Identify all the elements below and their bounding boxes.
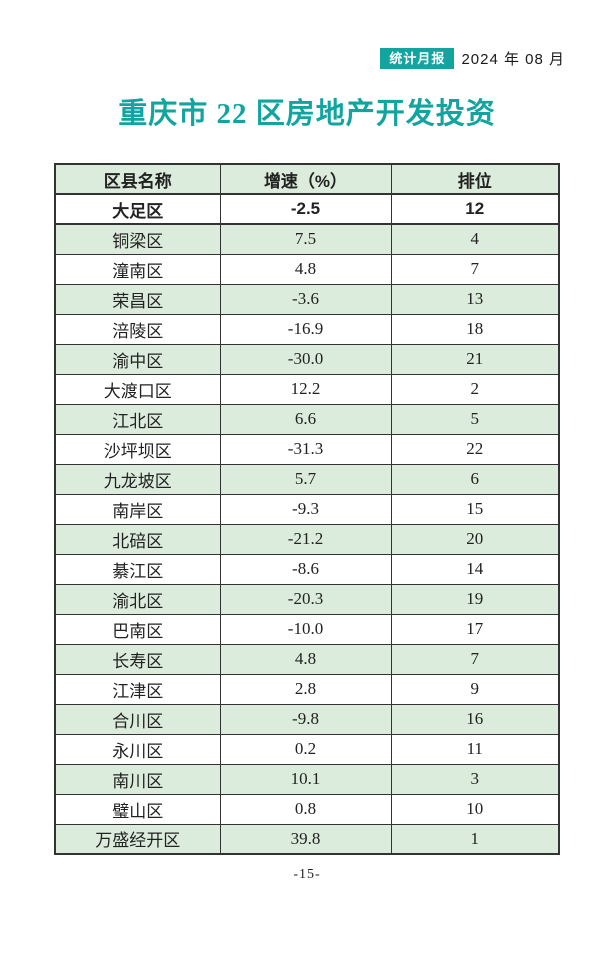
page-title: 重庆市 22 区房地产开发投资 — [118, 98, 496, 130]
rank-cell: 22 — [390, 433, 560, 465]
table-row: 南岸区 -9.3 15 — [54, 493, 560, 525]
rank-cell: 12 — [390, 193, 560, 225]
rank-cell: 20 — [390, 523, 560, 555]
growth-cell: 39.8 — [219, 823, 392, 855]
table-row: 渝中区 -30.0 21 — [54, 343, 560, 375]
rank-cell: 21 — [390, 343, 560, 375]
district-cell: 璧山区 — [54, 793, 221, 825]
growth-cell: -16.9 — [219, 313, 392, 345]
district-cell: 铜梁区 — [54, 223, 221, 255]
rank-cell: 14 — [390, 553, 560, 585]
growth-cell: -30.0 — [219, 343, 392, 375]
rank-cell: 2 — [390, 373, 560, 405]
district-cell: 巴南区 — [54, 613, 221, 645]
rank-cell: 1 — [390, 823, 560, 855]
page-number: -15- — [293, 867, 321, 882]
rank-cell: 17 — [390, 613, 560, 645]
district-cell: 南岸区 — [54, 493, 221, 525]
district-cell: 潼南区 — [54, 253, 221, 285]
rank-cell: 11 — [390, 733, 560, 765]
district-cell: 长寿区 — [54, 643, 221, 675]
table-row: 江北区 6.6 5 — [54, 403, 560, 435]
rank-cell: 3 — [390, 763, 560, 795]
table-row: 潼南区 4.8 7 — [54, 253, 560, 285]
table-row: 荣昌区 -3.6 13 — [54, 283, 560, 315]
table-row: 合川区 -9.8 16 — [54, 703, 560, 735]
table-header-row: 区县名称 增速（%） 排位 — [54, 163, 560, 195]
rank-cell: 7 — [390, 643, 560, 675]
rank-cell: 15 — [390, 493, 560, 525]
growth-cell: 4.8 — [219, 643, 392, 675]
rank-cell: 10 — [390, 793, 560, 825]
table-row: 大足区 -2.5 12 — [54, 193, 560, 225]
rank-cell: 19 — [390, 583, 560, 615]
table-row: 铜梁区 7.5 4 — [54, 223, 560, 255]
growth-cell: 5.7 — [219, 463, 392, 495]
table-row: 涪陵区 -16.9 18 — [54, 313, 560, 345]
growth-cell: 6.6 — [219, 403, 392, 435]
table-row: 巴南区 -10.0 17 — [54, 613, 560, 645]
table-row: 江津区 2.8 9 — [54, 673, 560, 705]
col-header-district: 区县名称 — [54, 163, 221, 195]
table-row: 九龙坡区 5.7 6 — [54, 463, 560, 495]
growth-cell: 7.5 — [219, 223, 392, 255]
rank-cell: 18 — [390, 313, 560, 345]
district-cell: 南川区 — [54, 763, 221, 795]
table-row: 綦江区 -8.6 14 — [54, 553, 560, 585]
district-cell: 渝中区 — [54, 343, 221, 375]
growth-cell: -3.6 — [219, 283, 392, 315]
growth-cell: -10.0 — [219, 613, 392, 645]
district-cell: 荣昌区 — [54, 283, 221, 315]
rank-cell: 4 — [390, 223, 560, 255]
district-cell: 大足区 — [54, 193, 221, 225]
growth-cell: -2.5 — [219, 193, 392, 225]
table-row: 北碚区 -21.2 20 — [54, 523, 560, 555]
district-cell: 江北区 — [54, 403, 221, 435]
growth-cell: -21.2 — [219, 523, 392, 555]
investment-table: 区县名称 增速（%） 排位 大足区 -2.5 12 铜梁区 7.5 4 潼南区 4.8 7 荣昌区… — [54, 163, 560, 855]
district-cell: 綦江区 — [54, 553, 221, 585]
district-cell: 永川区 — [54, 733, 221, 765]
col-header-rank: 排位 — [390, 163, 560, 195]
growth-cell: 2.8 — [219, 673, 392, 705]
table-row: 大渡口区 12.2 2 — [54, 373, 560, 405]
table-row: 渝北区 -20.3 19 — [54, 583, 560, 615]
district-cell: 江津区 — [54, 673, 221, 705]
growth-cell: 12.2 — [219, 373, 392, 405]
rank-cell: 9 — [390, 673, 560, 705]
growth-cell: -9.8 — [219, 703, 392, 735]
table-row: 永川区 0.2 11 — [54, 733, 560, 765]
district-cell: 大渡口区 — [54, 373, 221, 405]
table-row: 璧山区 0.8 10 — [54, 793, 560, 825]
district-cell: 沙坪坝区 — [54, 433, 221, 465]
table-row: 南川区 10.1 3 — [54, 763, 560, 795]
growth-cell: -20.3 — [219, 583, 392, 615]
district-cell: 涪陵区 — [54, 313, 221, 345]
growth-cell: 0.2 — [219, 733, 392, 765]
district-cell: 九龙坡区 — [54, 463, 221, 495]
report-header: 统计月报 2024 年 08 月 — [0, 0, 614, 69]
growth-cell: 4.8 — [219, 253, 392, 285]
growth-cell: -8.6 — [219, 553, 392, 585]
growth-cell: 0.8 — [219, 793, 392, 825]
report-date: 2024 年 08 月 — [461, 51, 565, 68]
table-row: 长寿区 4.8 7 — [54, 643, 560, 675]
growth-cell: 10.1 — [219, 763, 392, 795]
district-cell: 渝北区 — [54, 583, 221, 615]
rank-cell: 5 — [390, 403, 560, 435]
rank-cell: 6 — [390, 463, 560, 495]
table-row: 沙坪坝区 -31.3 22 — [54, 433, 560, 465]
district-cell: 合川区 — [54, 703, 221, 735]
rank-cell: 13 — [390, 283, 560, 315]
monthly-report-badge: 统计月报 — [380, 48, 455, 69]
district-cell: 万盛经开区 — [54, 823, 221, 855]
growth-cell: -31.3 — [219, 433, 392, 465]
report-page: 统计月报 2024 年 08 月 重庆市 22 区房地产开发投资 区县名称 增速… — [0, 0, 614, 882]
table-row: 万盛经开区 39.8 1 — [54, 823, 560, 855]
rank-cell: 7 — [390, 253, 560, 285]
growth-cell: -9.3 — [219, 493, 392, 525]
col-header-growth: 增速（%） — [219, 163, 392, 195]
district-cell: 北碚区 — [54, 523, 221, 555]
rank-cell: 16 — [390, 703, 560, 735]
